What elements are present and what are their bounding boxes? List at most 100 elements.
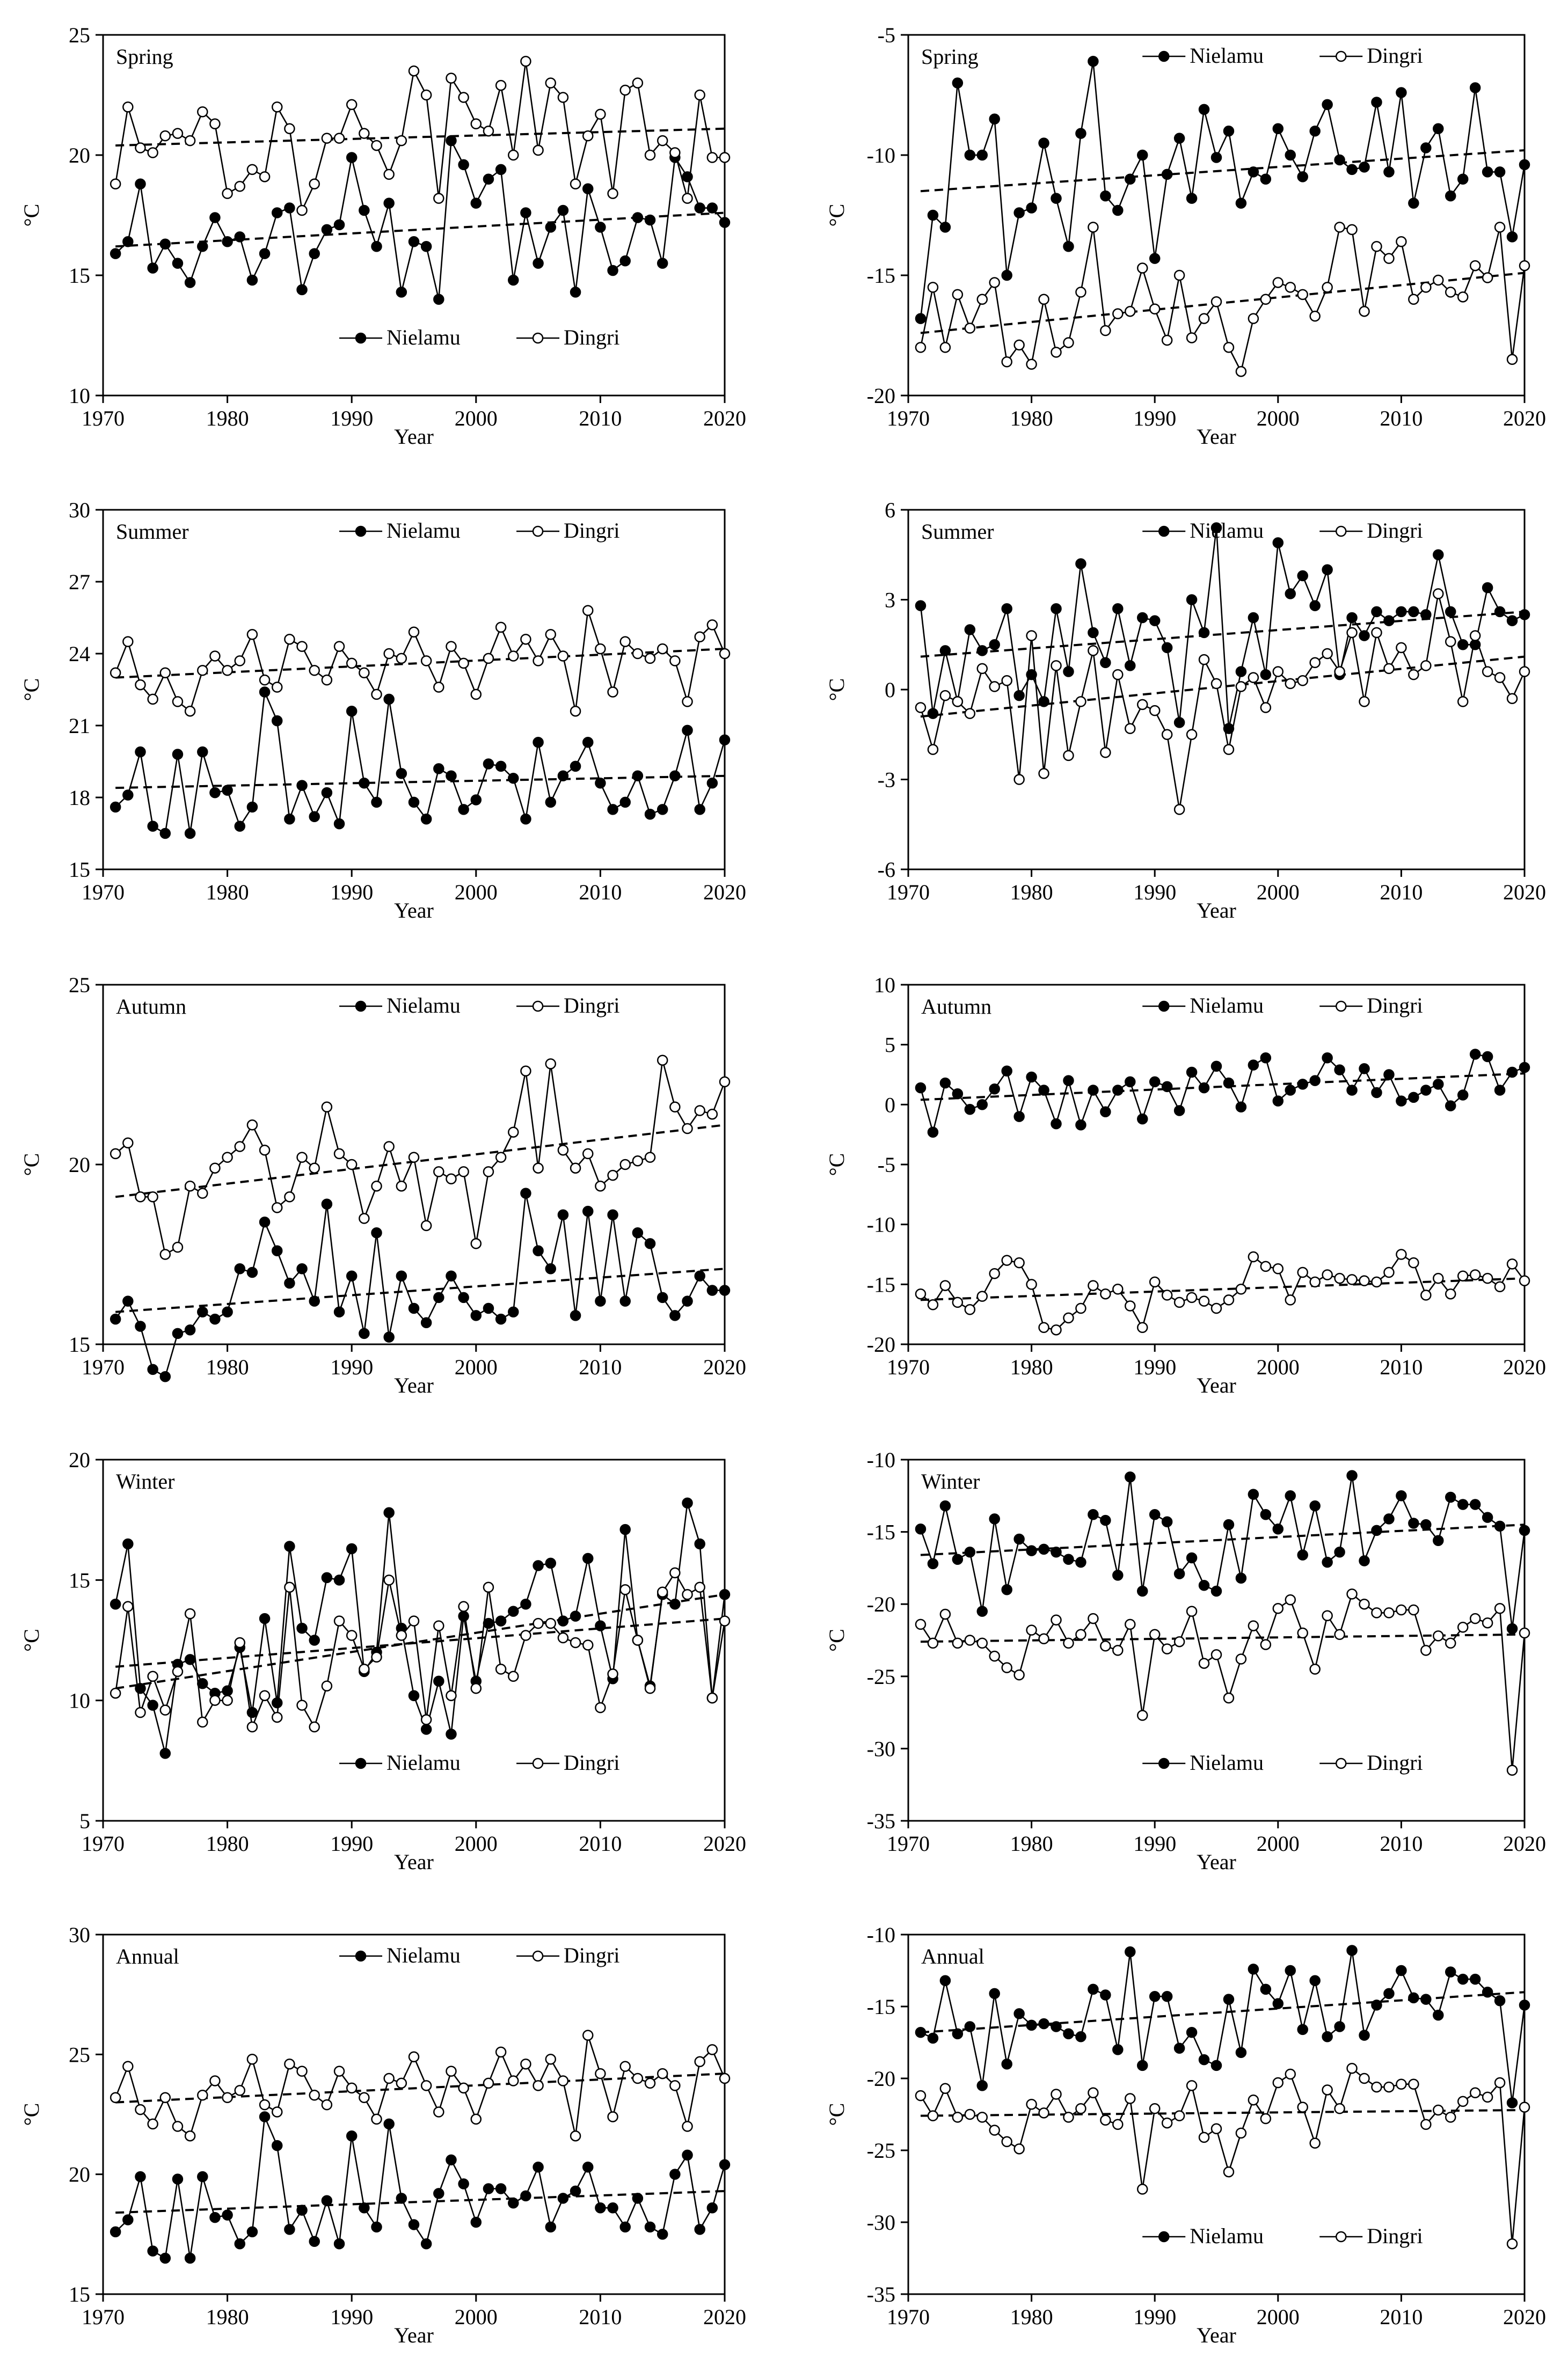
data-point-nielamu — [508, 1306, 519, 1317]
data-point-dingri — [359, 1213, 370, 1224]
data-point-nielamu — [259, 1613, 271, 1624]
data-point-dingri — [1445, 2112, 1456, 2123]
data-point-nielamu — [657, 2229, 668, 2240]
data-point-dingri — [458, 657, 469, 669]
data-point-dingri — [533, 655, 544, 667]
data-point-nielamu — [1075, 558, 1086, 569]
data-point-nielamu — [1494, 166, 1506, 178]
data-point-nielamu — [1285, 1490, 1296, 1502]
data-point-nielamu — [1149, 1076, 1161, 1088]
data-point-dingri — [1506, 2238, 1518, 2250]
data-point-dingri — [557, 650, 569, 662]
data-point-nielamu — [1322, 564, 1333, 575]
data-point-nielamu — [1001, 1584, 1012, 1595]
data-point-nielamu — [1136, 149, 1148, 161]
data-point-nielamu — [135, 178, 146, 190]
data-point-nielamu — [989, 639, 1000, 650]
data-point-dingri — [271, 1711, 283, 1723]
data-point-nielamu — [520, 207, 531, 218]
data-point-nielamu — [657, 1292, 668, 1303]
data-point-nielamu — [939, 1975, 951, 1987]
x-tick-label: 2000 — [1257, 880, 1300, 904]
data-point-nielamu — [284, 202, 295, 214]
data-point-dingri — [359, 1664, 370, 1675]
data-point-dingri — [346, 1630, 358, 1641]
data-point-nielamu — [271, 2140, 283, 2151]
data-point-nielamu — [706, 2202, 718, 2214]
data-point-dingri — [371, 140, 382, 151]
x-tick-label: 2010 — [1380, 1832, 1423, 1856]
data-point-dingri — [644, 653, 656, 664]
data-point-nielamu — [1013, 207, 1025, 218]
data-point-dingri — [1469, 1269, 1481, 1280]
data-point-nielamu — [1359, 630, 1370, 641]
x-tick-label: 1980 — [1010, 2305, 1053, 2329]
x-tick-label: 2010 — [579, 406, 622, 430]
data-point-dingri — [1125, 305, 1136, 317]
data-point-dingri — [333, 1615, 345, 1627]
data-point-dingri — [927, 1299, 939, 1310]
data-point-dingri — [321, 133, 333, 144]
x-tick-label: 1990 — [1133, 2305, 1176, 2329]
data-point-nielamu — [557, 1209, 569, 1221]
x-tick-label: 1980 — [1010, 1355, 1053, 1379]
data-point-dingri — [159, 1704, 171, 1716]
data-point-nielamu — [1396, 1095, 1407, 1107]
data-point-nielamu — [1125, 1076, 1136, 1088]
data-point-dingri — [284, 633, 295, 645]
data-point-nielamu — [271, 715, 283, 727]
data-point-nielamu — [222, 2209, 233, 2221]
data-point-nielamu — [259, 2111, 271, 2122]
data-point-dingri — [719, 1076, 731, 1088]
data-point-nielamu — [1297, 171, 1308, 182]
data-point-nielamu — [1457, 639, 1469, 650]
data-point-dingri — [1334, 222, 1345, 233]
data-point-dingri — [1371, 1607, 1382, 1619]
x-tick-label: 2010 — [1380, 1355, 1423, 1379]
data-point-nielamu — [1149, 615, 1161, 626]
data-point-dingri — [222, 2092, 233, 2103]
y-tick-label: 30 — [69, 498, 90, 522]
x-tick-label: 1970 — [887, 406, 930, 430]
data-point-nielamu — [222, 236, 233, 247]
data-point-dingri — [533, 1162, 544, 1174]
data-point-nielamu — [333, 219, 345, 231]
data-point-nielamu — [719, 1285, 731, 1296]
data-point-dingri — [1026, 2098, 1037, 2110]
x-axis-title: Year — [394, 1850, 434, 1874]
x-tick-label: 2000 — [1257, 1832, 1300, 1856]
data-point-nielamu — [582, 1205, 594, 1217]
data-point-dingri — [483, 2077, 494, 2089]
data-point-dingri — [147, 2118, 158, 2130]
data-point-dingri — [1063, 1637, 1074, 1649]
data-point-dingri — [246, 2054, 258, 2065]
data-point-dingri — [1445, 636, 1456, 647]
data-point-dingri — [246, 1721, 258, 1733]
data-point-dingri — [1445, 1288, 1456, 1300]
data-point-nielamu — [1445, 606, 1456, 618]
data-point-dingri — [321, 1680, 333, 1691]
data-point-nielamu — [1334, 2021, 1345, 2032]
data-point-nielamu — [1309, 125, 1321, 137]
y-tick-label: -35 — [867, 1809, 895, 1833]
data-point-dingri — [1149, 705, 1161, 716]
data-point-nielamu — [197, 240, 208, 252]
data-point-nielamu — [458, 159, 469, 171]
data-point-nielamu — [915, 2026, 927, 2038]
data-point-nielamu — [1272, 537, 1284, 548]
panel-label: Spring — [921, 45, 979, 69]
data-point-nielamu — [607, 2202, 618, 2214]
x-tick-label: 2010 — [579, 1355, 622, 1379]
data-point-dingri — [408, 2051, 420, 2063]
data-point-dingri — [147, 693, 158, 705]
data-point-nielamu — [433, 294, 444, 305]
data-point-dingri — [1038, 1322, 1049, 1333]
y-axis-title: °C — [19, 678, 43, 701]
y-tick-label: -6 — [878, 858, 895, 882]
data-point-nielamu — [420, 1317, 432, 1329]
data-point-dingri — [952, 1637, 964, 1649]
data-point-dingri — [533, 144, 544, 156]
data-point-nielamu — [1223, 125, 1235, 137]
y-tick-label: 10 — [69, 1689, 90, 1713]
legend-marker-dingri — [532, 332, 544, 344]
